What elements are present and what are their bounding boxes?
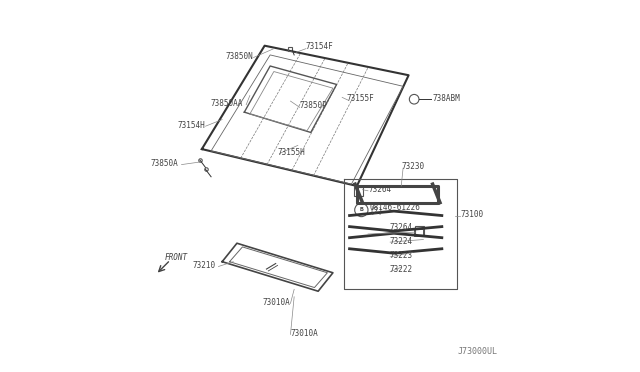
Text: 73850N: 73850N: [226, 52, 253, 61]
Text: 738ABM: 738ABM: [433, 94, 460, 103]
Bar: [355, 187, 363, 196]
Text: B: B: [360, 208, 364, 212]
Text: 73210: 73210: [193, 261, 216, 270]
Text: 73154F: 73154F: [306, 42, 333, 51]
Bar: [414, 229, 423, 236]
Text: 73155F: 73155F: [347, 94, 374, 103]
Text: (2): (2): [369, 207, 383, 217]
Text: 73154H: 73154H: [177, 121, 205, 129]
Text: 73264: 73264: [369, 185, 392, 194]
Text: 73010A: 73010A: [291, 329, 318, 338]
Text: 73224: 73224: [389, 237, 413, 246]
Text: 08146-61226: 08146-61226: [369, 202, 420, 212]
Text: 73222: 73222: [389, 265, 413, 274]
Text: 73850AA: 73850AA: [210, 99, 243, 108]
Text: FRONT: FRONT: [165, 253, 188, 262]
Text: 73100: 73100: [460, 210, 483, 219]
Text: 73155H: 73155H: [278, 148, 305, 157]
Text: 73850P: 73850P: [300, 102, 328, 110]
Text: J73000UL: J73000UL: [457, 347, 497, 356]
Text: 73264: 73264: [389, 223, 413, 232]
Text: 73230: 73230: [402, 162, 425, 171]
Bar: [415, 226, 424, 235]
Text: 73850A: 73850A: [150, 159, 178, 169]
Text: 73223: 73223: [389, 251, 413, 260]
Text: 73010A: 73010A: [263, 298, 291, 307]
